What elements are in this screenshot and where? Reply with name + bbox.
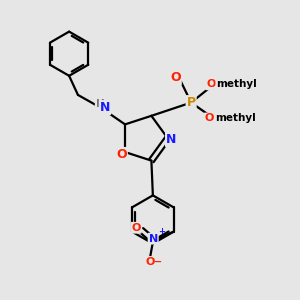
Text: N: N (148, 234, 158, 244)
Text: N: N (166, 133, 176, 146)
Text: P: P (187, 96, 196, 109)
Text: methyl: methyl (215, 113, 256, 123)
Text: +: + (158, 227, 165, 236)
Text: O: O (205, 113, 214, 124)
Text: N: N (100, 101, 110, 114)
Text: H: H (96, 99, 104, 109)
Text: O: O (116, 148, 127, 161)
Text: methyl: methyl (216, 79, 257, 89)
Text: O: O (170, 71, 181, 84)
Text: O: O (206, 79, 216, 89)
Text: O: O (146, 257, 155, 267)
Text: O: O (131, 223, 141, 233)
Text: −: − (154, 257, 163, 267)
